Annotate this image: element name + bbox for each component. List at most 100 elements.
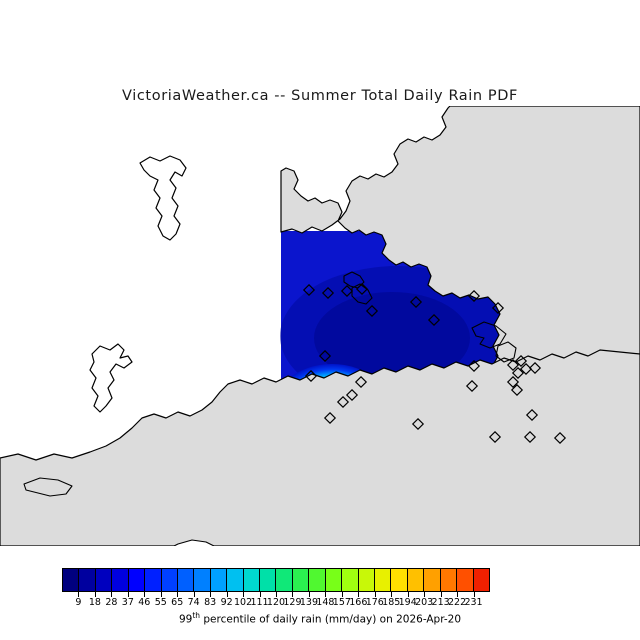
station-diamond-marker[interactable] (467, 289, 481, 303)
colorbar-caption: 99th percentile of daily rain (mm/day) o… (0, 611, 640, 626)
station-diamond-marker[interactable] (427, 313, 441, 327)
station-diamond-marker[interactable] (340, 284, 354, 298)
colorbar-tick-11 (259, 592, 261, 597)
station-diamond-marker[interactable] (411, 417, 425, 431)
colorbar-label-15: 148 (316, 597, 335, 608)
colorbar-cell-10[interactable] (227, 569, 244, 591)
colorbar-label-7: 74 (187, 597, 200, 608)
colorbar-tick-23 (457, 592, 459, 597)
station-diamond-marker[interactable] (510, 383, 524, 397)
colorbar-cell-6[interactable] (161, 569, 178, 591)
island-north (139, 155, 187, 241)
colorbar-cell-15[interactable] (309, 569, 326, 591)
station-diamond-marker[interactable] (354, 375, 368, 389)
colorbar-cell-3[interactable] (112, 569, 129, 591)
colorbar-cell-22[interactable] (424, 569, 441, 591)
colorbar-cell-9[interactable] (210, 569, 228, 591)
colorbar-cell-23[interactable] (440, 569, 458, 591)
station-diamond-marker[interactable] (553, 431, 567, 445)
colorbar-label-6: 65 (171, 597, 184, 608)
colorbar-cell-14[interactable] (292, 569, 310, 591)
colorbar-tick-20 (407, 592, 409, 597)
colorbar-cell-17[interactable] (342, 569, 359, 591)
colorbar-cell-1[interactable] (79, 569, 96, 591)
colorbar-cell-12[interactable] (260, 569, 277, 591)
colorbar-cell-0[interactable] (63, 569, 80, 591)
station-diamond-marker[interactable] (467, 359, 481, 373)
station-diamond-marker[interactable] (409, 295, 423, 309)
station-diamond-marker[interactable] (336, 395, 350, 409)
colorbar-cell-8[interactable] (194, 569, 211, 591)
station-diamond-marker[interactable] (511, 366, 525, 380)
station-diamond-marker[interactable] (519, 362, 533, 376)
colorbar-label-20: 194 (398, 597, 417, 608)
station-markers[interactable] (302, 282, 567, 445)
station-diamond-marker[interactable] (302, 283, 316, 297)
colorbar-tick-0 (78, 592, 80, 597)
colorbar-ticks (0, 592, 640, 599)
inner-island-5 (23, 477, 73, 497)
station-diamond-marker[interactable] (506, 358, 520, 372)
colorbar-tick-1 (94, 592, 96, 597)
station-diamond-marker[interactable] (491, 301, 505, 315)
colorbar-tick-10 (243, 592, 245, 597)
colorbar-tick-12 (276, 592, 277, 597)
colorbar-cell-21[interactable] (407, 569, 425, 591)
station-diamond-marker[interactable] (365, 304, 379, 318)
colorbar-cell-19[interactable] (375, 569, 392, 591)
colorbar-label-14: 139 (299, 597, 318, 608)
station-diamond-marker[interactable] (514, 354, 528, 368)
colorbar-label-11: 111 (250, 597, 269, 608)
rain-min-core-inner (314, 292, 470, 384)
station-diamond-marker[interactable] (355, 282, 369, 296)
colorbar-cell-16[interactable] (325, 569, 343, 591)
colorbar-label-21: 203 (415, 597, 434, 608)
colorbar-cell-25[interactable] (473, 569, 489, 591)
station-diamond-marker[interactable] (523, 430, 537, 444)
map-svg[interactable] (0, 106, 640, 546)
colorbar-label-0: 9 (75, 597, 82, 608)
colorbar-cell-13[interactable] (276, 569, 293, 591)
colorbar-tick-17 (358, 592, 360, 597)
station-diamond-marker[interactable] (506, 375, 520, 389)
station-diamond-marker[interactable] (323, 411, 337, 425)
colorbar-label-1: 18 (88, 597, 101, 608)
colorbar-cell-2[interactable] (95, 569, 113, 591)
colorbar-label-17: 166 (349, 597, 368, 608)
station-diamond-marker[interactable] (318, 349, 332, 363)
chart-title: VictoriaWeather.ca -- Summer Total Daily… (122, 88, 518, 104)
colorbar-cell-5[interactable] (145, 569, 162, 591)
colorbar-tick-labels: 9 18 28 37 46 55 65 74 83 92 102 111 120 129 139 148 157… (0, 597, 640, 611)
colorbar-label-18: 176 (365, 597, 384, 608)
station-diamond-marker[interactable] (321, 286, 335, 300)
colorbar-tick-5 (160, 592, 162, 597)
colorbar-label-9: 92 (220, 597, 233, 608)
station-diamond-marker[interactable] (525, 408, 539, 422)
station-diamond-marker[interactable] (465, 379, 479, 393)
colorbar-label-5: 55 (154, 597, 167, 608)
map-panel[interactable] (0, 106, 640, 546)
station-diamond-marker[interactable] (528, 361, 542, 375)
colorbar[interactable] (62, 568, 490, 592)
colorbar-cell-24[interactable] (457, 569, 474, 591)
station-diamond-marker[interactable] (345, 388, 359, 402)
colorbar-label-3: 37 (121, 597, 134, 608)
colorbar-cell-11[interactable] (243, 569, 261, 591)
caption-ordinal: th (192, 611, 201, 620)
station-diamond-marker[interactable] (304, 369, 318, 383)
caption-percentile-number: 99 (178, 613, 193, 626)
colorbar-label-13: 129 (283, 597, 302, 608)
colorbar-tick-14 (308, 592, 310, 597)
station-diamond-marker[interactable] (488, 430, 502, 444)
colorbar-cell-7[interactable] (177, 569, 195, 591)
colorbar-cell-20[interactable] (391, 569, 408, 591)
colorbar-tick-15 (325, 592, 327, 597)
colorbar-label-19: 185 (382, 597, 401, 608)
colorbar-label-4: 46 (138, 597, 151, 608)
colorbar-tick-18 (374, 592, 376, 597)
colorbar-cell-18[interactable] (358, 569, 376, 591)
inner-island-3 (471, 321, 507, 349)
colorbar-cell-4[interactable] (128, 569, 146, 591)
colorbar-tick-13 (292, 592, 294, 597)
